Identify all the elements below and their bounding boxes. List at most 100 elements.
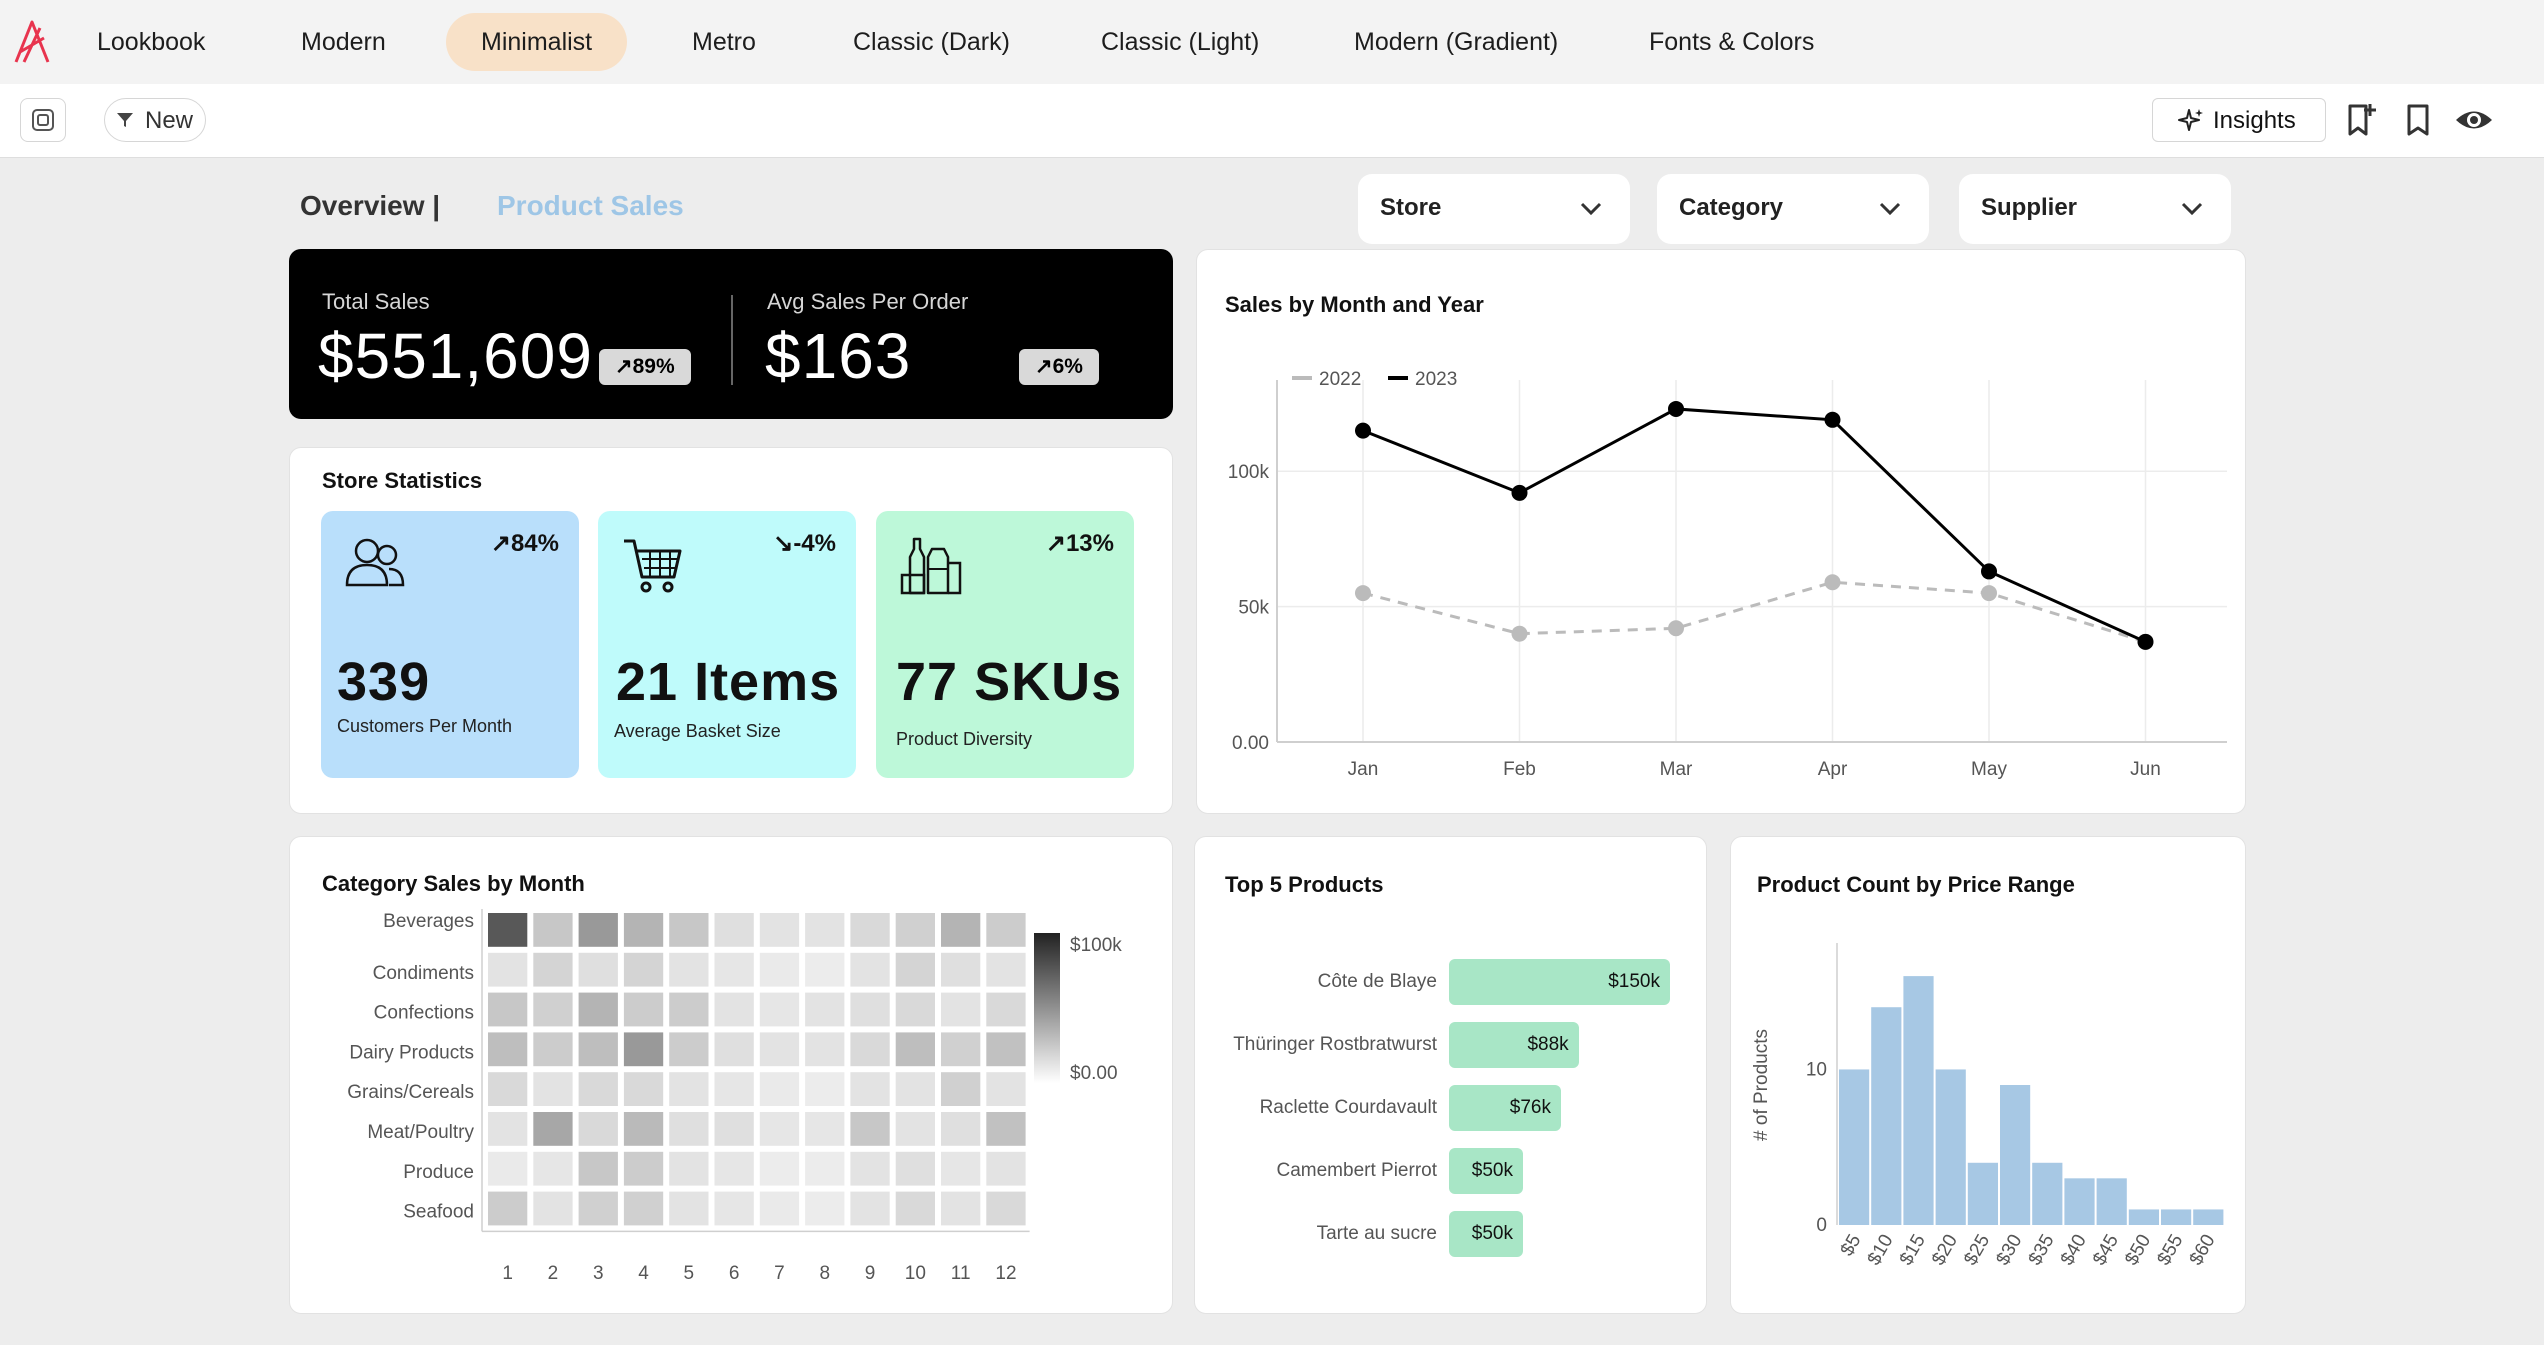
heatmap-cell: [805, 913, 845, 947]
heatmap-cell: [941, 1151, 981, 1186]
heatmap-cell: [850, 1112, 890, 1146]
groceries-icon: [900, 537, 962, 595]
heatmap-col-label: 5: [684, 1263, 695, 1284]
heatmap-cell: [714, 1112, 754, 1146]
x-tick-label: May: [1971, 759, 2007, 780]
x-tick-label: Jun: [2130, 759, 2161, 780]
product-bar[interactable]: $150k: [1449, 959, 1670, 1005]
tab-modern-gradient[interactable]: Modern (Gradient): [1354, 28, 1559, 56]
tab-metro[interactable]: Metro: [692, 28, 756, 56]
category-heatmap-chart: Beverages Condiments Confections Dairy Prod…: [347, 909, 1122, 1284]
total-sales-label: Total Sales: [322, 289, 430, 314]
hist-x-tick-label: $20: [1928, 1231, 1962, 1269]
heatmap-cell: [578, 1112, 618, 1146]
store-filter-dropdown[interactable]: Store: [1358, 174, 1630, 244]
tab-classic-dark[interactable]: Classic (Dark): [853, 28, 1010, 56]
heatmap-cell: [623, 992, 664, 1027]
heatmap-cell: [941, 1032, 981, 1067]
new-filter-button[interactable]: New: [104, 98, 206, 142]
heatmap-cell: [623, 1151, 664, 1186]
heatmap-cell: [578, 992, 618, 1027]
eye-icon[interactable]: [2454, 105, 2494, 135]
page-subtitle[interactable]: Product Sales: [497, 190, 684, 221]
new-label: New: [145, 107, 194, 134]
app-logo-icon[interactable]: [12, 18, 52, 66]
customers-caption: Customers Per Month: [337, 716, 513, 736]
heatmap-cell: [986, 1032, 1026, 1067]
product-bar[interactable]: $50k: [1449, 1211, 1523, 1257]
tab-fonts-colors[interactable]: Fonts & Colors: [1649, 28, 1815, 56]
tab-classic-light[interactable]: Classic (Light): [1101, 28, 1260, 56]
tab-lookbook[interactable]: Lookbook: [97, 28, 206, 56]
sidebar-toggle-button[interactable]: [20, 98, 66, 142]
heatmap-col-label: 9: [865, 1263, 876, 1284]
hist-bar: [2161, 1209, 2192, 1225]
heatmap-cell: [533, 992, 573, 1027]
heatmap-row-label: Grains/Cereals: [347, 1082, 474, 1103]
heatmap-col-label: 7: [774, 1263, 785, 1284]
heatmap-cell: [578, 913, 618, 947]
bookmark-icon[interactable]: [2403, 102, 2433, 138]
heatmap-cell: [623, 1191, 664, 1226]
product-bar-value: $50k: [1471, 1223, 1513, 1244]
heatmap-cell: [578, 1191, 618, 1226]
hist-bar: [2193, 1209, 2224, 1225]
heatmap-cell: [986, 952, 1026, 987]
heatmap-cell: [850, 1191, 890, 1226]
data-point-2022: [1511, 625, 1528, 642]
heatmap-cell: [895, 1191, 935, 1226]
hist-bar: [1935, 1069, 1966, 1225]
heatmap-cell: [714, 1151, 754, 1186]
product-bar[interactable]: $88k: [1449, 1022, 1579, 1068]
heatmap-cell: [986, 913, 1026, 947]
y-tick-label: 100k: [1228, 462, 1270, 483]
data-point-2022: [1668, 620, 1684, 637]
stat-card-skus: ↗13% 77 SKUs Product Diversity: [876, 511, 1134, 778]
heatmap-cell: [714, 913, 754, 947]
heatmap-cell: [623, 913, 664, 947]
heatmap-row-label: Produce: [403, 1162, 474, 1183]
heatmap-cell: [533, 1151, 573, 1186]
heatmap-cell: [895, 952, 935, 987]
hist-x-tick-label: $35: [2025, 1231, 2059, 1269]
x-tick-label: Apr: [1818, 759, 1848, 780]
hist-bar: [2000, 1085, 2031, 1225]
stat-card-customers: ↗84% 339 Customers Per Month: [321, 511, 579, 778]
heatmap-cell: [533, 1112, 573, 1146]
heatmap-cell: [895, 1112, 935, 1146]
heatmap-cell: [578, 952, 618, 987]
heatmap-cell: [533, 952, 573, 987]
product-bar[interactable]: $50k: [1449, 1148, 1523, 1194]
heatmap-cell: [850, 1032, 890, 1067]
bookmark-add-icon[interactable]: [2346, 102, 2378, 138]
heatmap-row-label: Dairy Products: [349, 1042, 474, 1063]
heatmap-col-label: 8: [819, 1263, 830, 1284]
heatmap-col-label: 11: [951, 1263, 971, 1284]
product-bar[interactable]: $76k: [1449, 1085, 1561, 1131]
customers-value: 339: [337, 652, 431, 712]
data-point-2023: [2137, 633, 2154, 650]
product-bar-value: $76k: [1509, 1097, 1551, 1118]
heatmap-cell: [895, 1151, 935, 1186]
category-filter-label: Category: [1679, 194, 1784, 221]
heatmap-cell: [805, 1151, 845, 1186]
sales-line-chart: 0.00 50k 100k Jan Feb Mar Apr May Jun 2022 2023: [1228, 369, 2227, 780]
heatmap-cell: [759, 1072, 800, 1106]
tab-minimalist[interactable]: Minimalist: [446, 13, 628, 71]
x-tick-label: Jan: [1348, 759, 1379, 780]
heatmap-cell: [941, 1191, 981, 1226]
category-filter-dropdown[interactable]: Category: [1657, 174, 1929, 244]
sales-line-chart-card: Sales by Month and Year 0.00 50k 100k Jan Fe…: [1196, 249, 2246, 814]
store-statistics-title: Store Statistics: [322, 468, 483, 493]
heatmap-col-label: 6: [729, 1263, 740, 1284]
heatmap-cell: [623, 952, 664, 987]
kpi-divider: [731, 295, 733, 385]
heatmap-cell: [488, 952, 528, 987]
supplier-filter-dropdown[interactable]: Supplier: [1959, 174, 2231, 244]
heatmap-cell: [895, 1032, 935, 1067]
y-tick-label: 50k: [1238, 598, 1269, 619]
insights-button[interactable]: Insights: [2152, 98, 2326, 142]
insights-label: Insights: [2213, 107, 2296, 134]
tab-modern[interactable]: Modern: [301, 28, 386, 56]
heatmap-cell: [986, 1151, 1026, 1186]
